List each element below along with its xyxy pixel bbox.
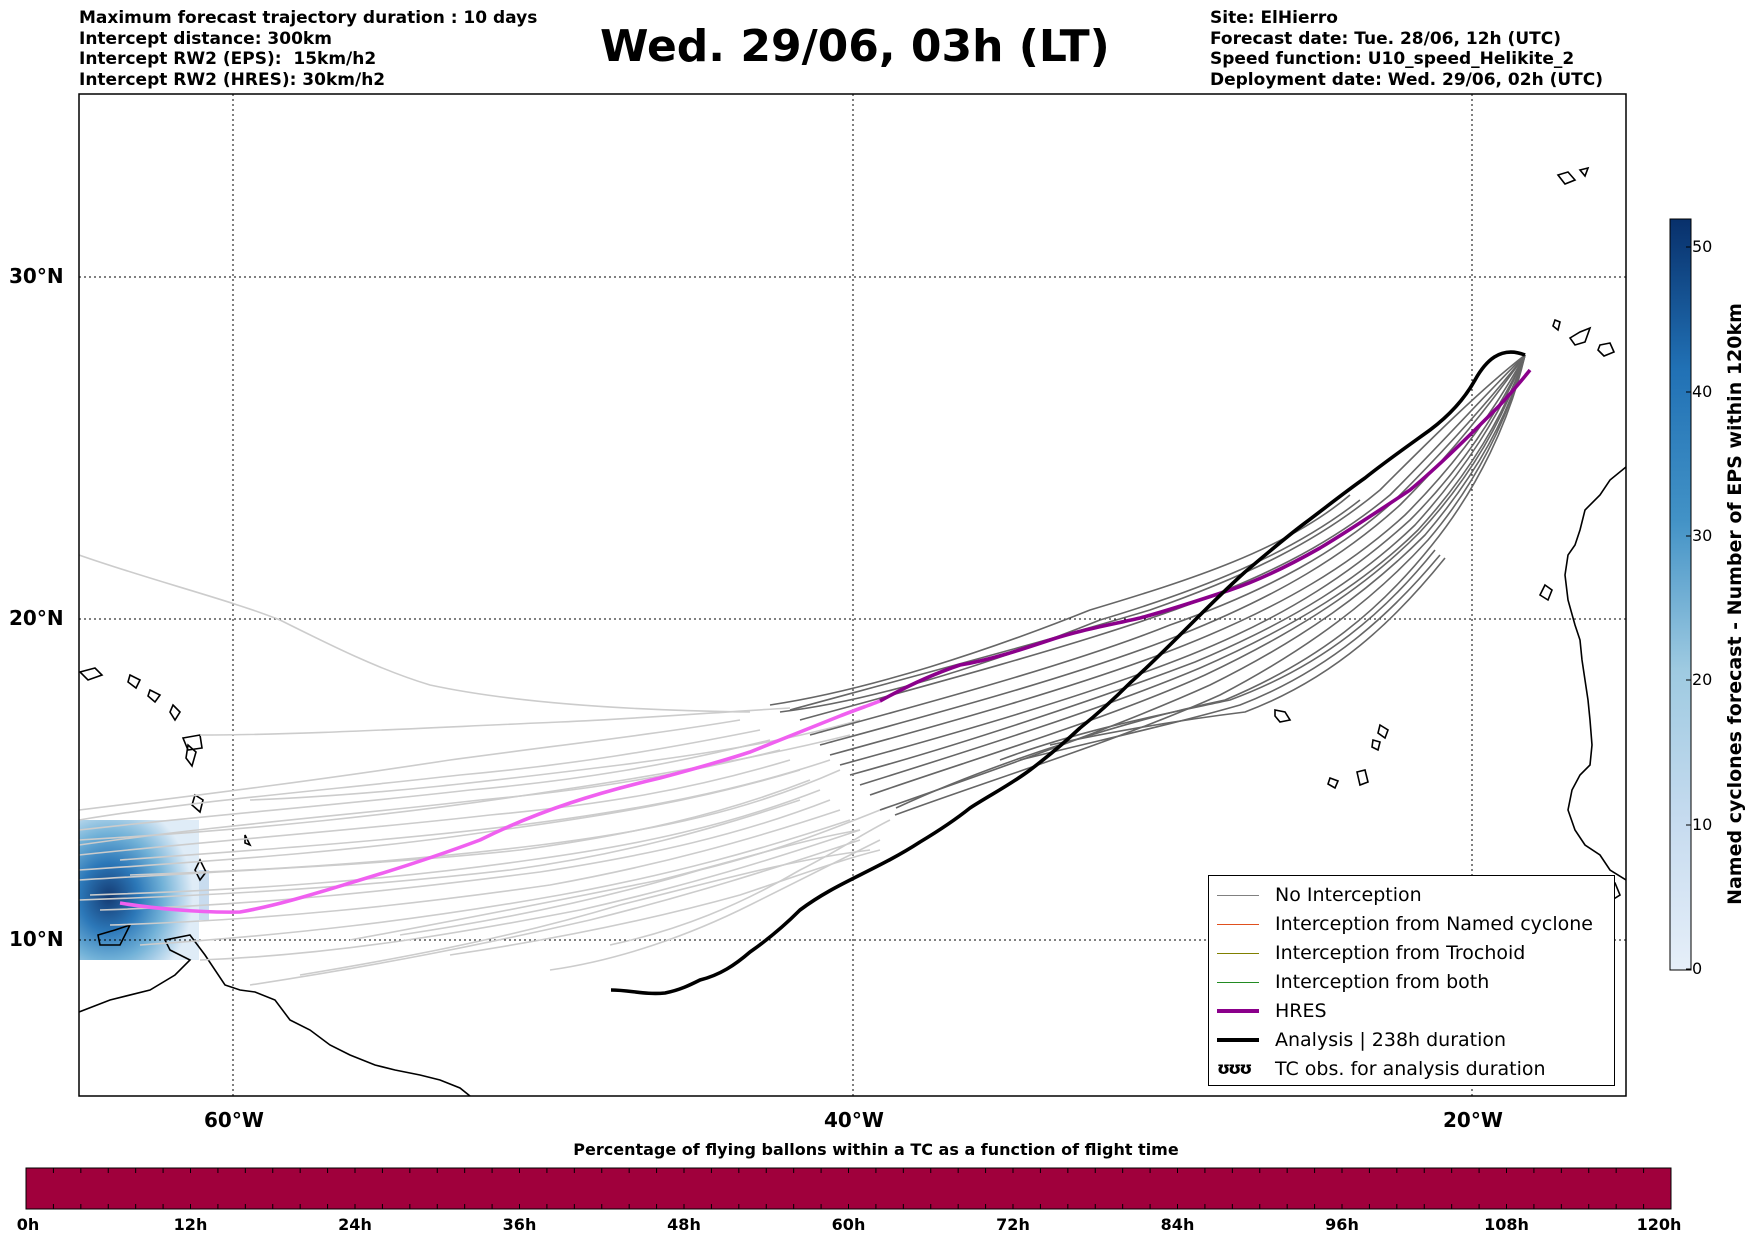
time-label: 96h (1325, 1215, 1359, 1234)
hres-trajectory (879, 368, 1532, 703)
legend-label: TC obs. for analysis duration (1275, 1058, 1546, 1080)
header-left-info: Maximum forecast trajectory duration : 1… (79, 8, 537, 90)
time-label: 72h (996, 1215, 1030, 1234)
analysis-trajectory (610, 350, 1526, 996)
eps-trajectories-late (769, 354, 1526, 816)
header-line: Deployment date: Wed. 29/06, 02h (UTC) (1210, 69, 1604, 90)
legend-label: Analysis | 238h duration (1275, 1029, 1507, 1051)
time-label: 120h (1636, 1215, 1682, 1234)
legend-item-analysis: Analysis | 238h duration (1217, 1027, 1506, 1053)
time-label: 84h (1160, 1215, 1195, 1234)
lon-label-20w: 20°W (1443, 1108, 1503, 1132)
colorbar-tick: 20 (1692, 670, 1713, 689)
time-label: 36h (502, 1215, 537, 1234)
legend-swatch (1217, 894, 1259, 896)
header-line: Maximum forecast trajectory duration : 1… (79, 8, 538, 28)
header-line: Site: ElHierro (1210, 8, 1338, 28)
time-bar-fill (25, 1167, 1672, 1210)
colorbar-tick: 30 (1692, 526, 1713, 545)
lon-label-40w: 40°W (824, 1108, 884, 1132)
legend-label: No Interception (1275, 884, 1422, 906)
colorbar-tick: 10 (1692, 815, 1713, 834)
time-bar-title: Percentage of flying ballons within a TC… (573, 1140, 1179, 1159)
lat-label-10: 10°N (9, 927, 64, 951)
colorbar-gradient (1669, 218, 1692, 971)
legend-label: Interception from both (1275, 971, 1490, 993)
colorbar-tick: 40 (1692, 382, 1713, 401)
legend-item-no-interception: No Interception (1217, 882, 1422, 908)
legend-item-tc-obs: ʊʊʊ TC obs. for analysis duration (1217, 1056, 1546, 1082)
header-line: Intercept RW2 (HRES): 30km/h2 (79, 69, 386, 90)
legend-swatch (1217, 1009, 1259, 1013)
time-label: 60h (831, 1215, 866, 1234)
time-label: 12h (173, 1215, 208, 1234)
header-line: Intercept distance: 300km (79, 28, 332, 49)
legend-item-trochoid: Interception from Trochoid (1217, 940, 1525, 966)
legend-swatch (1217, 1038, 1259, 1042)
legend-swatch (1217, 923, 1259, 925)
header-line: Forecast date: Tue. 28/06, 12h (UTC) (1210, 28, 1561, 49)
tc-obs-icon: ʊʊʊ (1217, 1059, 1252, 1079)
header-line: Intercept RW2 (EPS): 15km/h2 (79, 49, 377, 69)
header-right-info: Site: ElHierro Forecast date: Tue. 28/06… (1210, 8, 1603, 90)
lat-label-20: 20°N (9, 606, 64, 630)
lon-label-60w: 60°W (204, 1108, 264, 1132)
eps-trajectories-early (79, 554, 891, 986)
lat-label-30: 30°N (9, 264, 64, 288)
legend-swatch (1217, 952, 1259, 954)
legend-item-both: Interception from both (1217, 969, 1489, 995)
legend-label: Interception from Trochoid (1275, 942, 1526, 964)
time-label: 108h (1484, 1215, 1529, 1234)
time-label: 0h (16, 1215, 40, 1234)
page-title: Wed. 29/06, 03h (LT) (600, 21, 1110, 72)
legend-label: Interception from Named cyclone (1275, 913, 1593, 935)
cyclone-colorbar (1669, 218, 1692, 971)
map-frame (78, 93, 1627, 1097)
legend-item-named-cyclone: Interception from Named cyclone (1217, 911, 1593, 937)
map-legend: No Interception Interception from Named … (1208, 875, 1615, 1086)
coastlines (79, 166, 1626, 1096)
time-bar (25, 1167, 1672, 1210)
colorbar-tick: 0 (1692, 959, 1703, 978)
colorbar-tick: 50 (1692, 237, 1713, 256)
legend-swatch (1217, 981, 1259, 983)
hres-trajectory-early (119, 699, 881, 914)
legend-label: HRES (1275, 1000, 1327, 1022)
legend-item-hres: HRES (1217, 998, 1327, 1024)
header-line: Speed function: U10_speed_Helikite_2 (1210, 49, 1575, 69)
time-label: 48h (667, 1215, 701, 1234)
time-label: 24h (338, 1215, 372, 1234)
colorbar-title: Named cyclones forecast - Number of EPS … (1724, 303, 1746, 905)
